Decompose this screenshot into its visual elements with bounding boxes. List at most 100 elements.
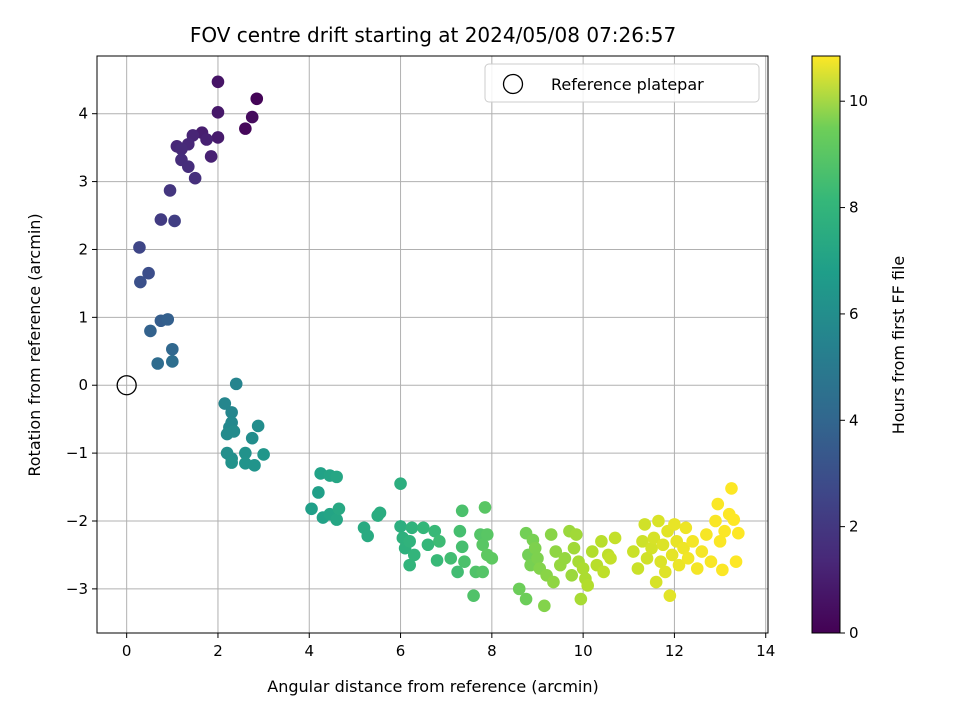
colorbar-tick-label: 8 <box>849 199 859 217</box>
grid <box>97 56 768 633</box>
data-point <box>430 554 444 567</box>
data-point <box>245 431 259 445</box>
x-tick-label: 4 <box>304 642 314 660</box>
data-point <box>581 579 594 592</box>
data-point <box>421 538 435 552</box>
data-point <box>166 342 179 356</box>
data-point <box>455 540 469 554</box>
data-point <box>528 541 542 555</box>
data-point <box>636 535 649 548</box>
data-point <box>444 552 458 565</box>
legend-entry-reference: Reference platepar <box>551 75 704 94</box>
data-point <box>652 514 665 528</box>
y-axis-label: Rotation from reference (arcmin) <box>25 213 44 476</box>
data-point <box>305 502 318 516</box>
x-tick-label: 2 <box>213 642 223 660</box>
data-point <box>248 459 261 472</box>
data-point <box>403 558 416 572</box>
y-tick-label: 4 <box>78 105 88 123</box>
y-tick-label: 3 <box>78 173 88 191</box>
data-point <box>686 535 699 548</box>
legend: Reference platepar <box>484 63 760 103</box>
data-point <box>519 592 533 606</box>
colorbar-gradient <box>811 55 841 634</box>
data-point <box>665 548 679 562</box>
data-point <box>166 355 179 368</box>
y-tick-label: 0 <box>78 376 88 394</box>
data-point <box>161 313 175 326</box>
data-point <box>467 589 480 602</box>
data-point <box>558 552 572 565</box>
data-point <box>480 528 494 541</box>
data-point <box>330 470 343 484</box>
x-tick-label: 6 <box>396 642 406 660</box>
data-point <box>576 562 590 575</box>
data-point <box>433 535 446 548</box>
data-point <box>175 142 188 156</box>
data-point <box>200 133 213 146</box>
data-point <box>144 324 157 338</box>
data-point <box>453 524 467 538</box>
data-point <box>332 502 346 516</box>
colorbar-tick-label: 10 <box>849 92 868 110</box>
data-point <box>732 526 745 540</box>
data-point <box>403 535 416 548</box>
data-point <box>716 563 729 577</box>
data-point <box>478 501 492 514</box>
data-point <box>211 75 225 89</box>
data-point <box>549 545 563 558</box>
data-point <box>330 513 343 526</box>
data-point <box>163 184 177 197</box>
data-point <box>133 241 146 254</box>
data-point <box>608 531 622 545</box>
data-point <box>690 562 704 575</box>
legend-box <box>484 63 760 103</box>
data-point <box>627 545 640 558</box>
data-point <box>727 513 741 526</box>
data-point <box>229 377 243 391</box>
x-tick-label: 0 <box>122 642 132 660</box>
data-point <box>225 456 238 469</box>
x-axis-label: Angular distance from reference (arcmin) <box>267 677 598 696</box>
data-point <box>700 528 713 541</box>
data-point <box>251 419 265 433</box>
data-point <box>239 446 252 460</box>
data-point <box>567 541 581 555</box>
data-point <box>681 552 695 565</box>
data-point <box>679 521 693 535</box>
data-point <box>695 545 709 558</box>
data-point <box>649 575 663 589</box>
data-point <box>168 214 181 228</box>
data-point <box>711 497 725 511</box>
data-point <box>394 477 407 490</box>
data-point <box>597 565 610 579</box>
data-point <box>538 599 551 613</box>
data-point <box>394 520 407 533</box>
data-point <box>569 528 583 541</box>
colorbar-ticks: 0 2 4 6 8 10 <box>840 92 868 642</box>
data-point <box>476 538 490 552</box>
data-point <box>428 524 442 538</box>
data-point <box>640 552 654 565</box>
chart-title: FOV centre drift starting at 2024/05/08 … <box>190 23 676 47</box>
y-tick-label: −1 <box>66 444 88 462</box>
data-point <box>725 482 738 495</box>
data-point <box>458 555 471 569</box>
data-point <box>531 552 544 565</box>
data-point <box>713 535 727 548</box>
data-point <box>151 357 165 370</box>
data-point <box>729 555 743 569</box>
colorbar-tick-label: 0 <box>849 624 859 642</box>
colorbar-label: Hours from first FF file <box>889 256 908 435</box>
colorbar-tick-label: 4 <box>849 411 859 429</box>
data-point <box>547 575 560 589</box>
data-point <box>218 397 232 410</box>
data-point <box>188 171 202 185</box>
x-tick-label: 8 <box>487 642 497 660</box>
data-point <box>476 565 490 579</box>
y-tick-label: 2 <box>78 240 88 258</box>
data-point <box>134 275 147 289</box>
colorbar-tick-label: 6 <box>849 305 859 323</box>
data-point <box>250 92 264 106</box>
